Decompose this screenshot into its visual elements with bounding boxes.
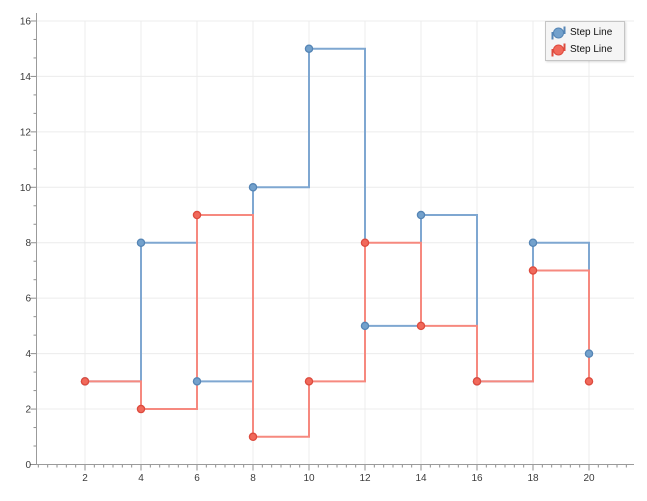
- svg-text:2: 2: [82, 473, 88, 484]
- svg-text:16: 16: [20, 16, 32, 27]
- svg-text:14: 14: [20, 72, 32, 83]
- svg-text:4: 4: [25, 349, 31, 360]
- legend: Step Line Step Line: [545, 21, 625, 61]
- legend-item[interactable]: Step Line: [550, 41, 620, 58]
- svg-text:10: 10: [303, 473, 315, 484]
- step-line-marker-icon: [551, 43, 566, 56]
- svg-text:16: 16: [471, 473, 483, 484]
- svg-text:8: 8: [25, 238, 31, 249]
- svg-text:12: 12: [359, 473, 371, 484]
- svg-text:8: 8: [250, 473, 256, 484]
- step-line-marker-icon: [551, 26, 566, 39]
- svg-text:10: 10: [20, 183, 32, 194]
- svg-text:18: 18: [527, 473, 539, 484]
- svg-text:6: 6: [25, 294, 31, 305]
- svg-text:4: 4: [138, 473, 144, 484]
- svg-text:6: 6: [194, 473, 200, 484]
- svg-text:12: 12: [20, 127, 32, 138]
- legend-label: Step Line: [570, 27, 613, 38]
- legend-item[interactable]: Step Line: [550, 24, 620, 41]
- svg-text:2: 2: [25, 405, 31, 416]
- svg-text:14: 14: [415, 473, 427, 484]
- svg-text:20: 20: [583, 473, 595, 484]
- legend-label: Step Line: [570, 44, 613, 55]
- svg-text:0: 0: [25, 460, 31, 471]
